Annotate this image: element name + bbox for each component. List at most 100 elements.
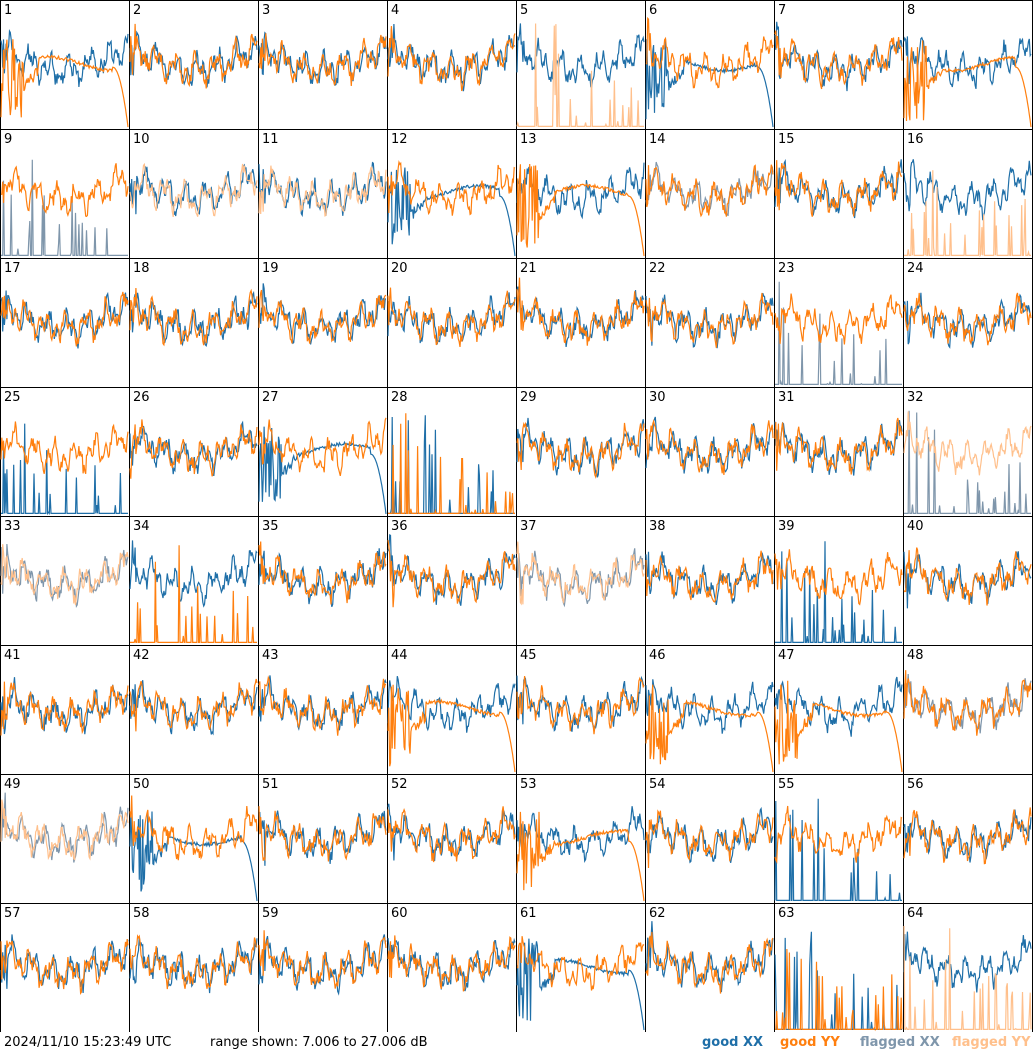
timestamp: 2024/11/10 15:23:49 UTC xyxy=(4,1035,172,1050)
panel-52: 52 xyxy=(387,774,517,904)
series-yy-59 xyxy=(258,930,387,989)
panel-22: 22 xyxy=(645,258,775,388)
panel-number: 14 xyxy=(649,132,666,147)
panel-number: 54 xyxy=(649,777,666,792)
panel-36: 36 xyxy=(387,516,517,646)
panel-54: 54 xyxy=(645,774,775,904)
series-xx-27 xyxy=(258,426,387,515)
series-xx-34 xyxy=(129,540,258,608)
panel-26: 26 xyxy=(129,387,259,517)
series-xx-47 xyxy=(774,676,903,737)
series-yy-13 xyxy=(516,163,645,257)
panel-number: 4 xyxy=(391,3,399,18)
legend-flagged-yy: flagged YY xyxy=(952,1035,1031,1050)
series-yy-36 xyxy=(387,540,516,608)
series-yy-64 xyxy=(903,925,1032,1031)
panel-frame xyxy=(129,903,259,1032)
panel-48: 48 xyxy=(903,645,1033,775)
series-yy-38 xyxy=(645,550,774,603)
series-yy-30 xyxy=(645,418,774,475)
panel-number: 20 xyxy=(391,261,408,276)
series-xx-13 xyxy=(516,162,645,220)
panel-number: 16 xyxy=(907,132,924,147)
panel-number: 32 xyxy=(907,390,924,405)
panel-37: 37 xyxy=(516,516,646,646)
panel-5: 5 xyxy=(516,0,646,130)
panel-8: 8 xyxy=(903,0,1033,130)
panel-46: 46 xyxy=(645,645,775,775)
panel-14: 14 xyxy=(645,129,775,259)
panel-44: 44 xyxy=(387,645,517,775)
panel-45: 45 xyxy=(516,645,646,775)
panel-number: 22 xyxy=(649,261,666,276)
series-xx-61 xyxy=(516,938,645,1031)
panel-number: 58 xyxy=(133,906,150,921)
panel-13: 13 xyxy=(516,129,646,259)
series-yy-57 xyxy=(0,939,129,995)
panel-number: 62 xyxy=(649,906,666,921)
panel-35: 35 xyxy=(258,516,388,646)
panel-number: 47 xyxy=(778,648,795,663)
panel-9: 9 xyxy=(0,129,130,259)
series-yy-40 xyxy=(903,547,1032,606)
panel-34: 34 xyxy=(129,516,259,646)
panel-number: 61 xyxy=(520,906,537,921)
series-yy-5 xyxy=(516,23,644,128)
panel-number: 64 xyxy=(907,906,924,921)
panel-number: 30 xyxy=(649,390,666,405)
panel-number: 24 xyxy=(907,261,924,276)
panel-17: 17 xyxy=(0,258,130,388)
panel-number: 59 xyxy=(262,906,279,921)
series-yy-11 xyxy=(258,165,387,217)
panel-frame xyxy=(387,129,517,259)
panel-7: 7 xyxy=(774,0,904,130)
series-yy-18 xyxy=(129,287,258,347)
series-yy-35 xyxy=(258,541,387,605)
series-yy-27 xyxy=(258,417,387,477)
series-yy-41 xyxy=(0,681,129,736)
series-yy-19 xyxy=(258,289,387,344)
panel-19: 19 xyxy=(258,258,388,388)
panel-number: 39 xyxy=(778,519,795,534)
panel-number: 33 xyxy=(4,519,21,534)
panel-frame xyxy=(774,258,904,388)
panel-27: 27 xyxy=(258,387,388,517)
panel-frame xyxy=(774,516,904,646)
panel-6: 6 xyxy=(645,0,775,130)
series-yy-24 xyxy=(903,292,1032,346)
panel-10: 10 xyxy=(129,129,259,259)
panel-number: 35 xyxy=(262,519,279,534)
panel-38: 38 xyxy=(645,516,775,646)
series-yy-49 xyxy=(0,799,129,861)
panel-51: 51 xyxy=(258,774,388,904)
panel-63: 63 xyxy=(774,903,904,1032)
series-yy-32 xyxy=(903,411,1032,476)
panel-number: 7 xyxy=(778,3,786,18)
panel-number: 50 xyxy=(133,777,150,792)
panel-47: 47 xyxy=(774,645,904,775)
panel-frame xyxy=(387,516,517,646)
panel-frame xyxy=(645,129,775,259)
series-yy-21 xyxy=(516,277,645,346)
series-xx-32 xyxy=(904,410,1031,515)
panel-57: 57 xyxy=(0,903,130,1032)
panel-number: 25 xyxy=(4,390,21,405)
panel-56: 56 xyxy=(903,774,1033,904)
panel-24: 24 xyxy=(903,258,1033,388)
panel-frame xyxy=(129,645,259,775)
panel-number: 2 xyxy=(133,3,141,18)
series-yy-29 xyxy=(516,421,645,479)
panel-61: 61 xyxy=(516,903,646,1032)
series-yy-60 xyxy=(387,935,516,992)
panel-12: 12 xyxy=(387,129,517,259)
series-yy-61 xyxy=(516,936,645,991)
panel-59: 59 xyxy=(258,903,388,1032)
series-yy-22 xyxy=(645,292,774,348)
panel-number: 1 xyxy=(4,3,12,18)
panel-frame xyxy=(0,129,130,259)
series-xx-17 xyxy=(0,290,129,349)
series-yy-55 xyxy=(774,805,903,864)
series-yy-62 xyxy=(645,931,774,994)
series-yy-10 xyxy=(129,162,258,218)
